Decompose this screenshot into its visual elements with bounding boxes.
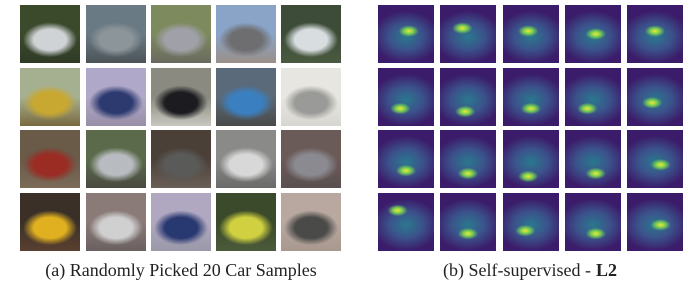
attention-map (378, 193, 434, 251)
attention-map (378, 130, 434, 188)
attention-map (440, 68, 496, 126)
panel-caption: (b) Self-supervised -L2 (378, 260, 682, 281)
car-image (86, 193, 146, 251)
caption-bold: L2 (596, 260, 617, 280)
car-image (151, 130, 211, 188)
car-image (216, 68, 276, 126)
attention-map (503, 5, 559, 63)
attention-map (503, 130, 559, 188)
attention-map (627, 193, 683, 251)
car-image (20, 130, 80, 188)
car-image (86, 130, 146, 188)
car-image (86, 5, 146, 63)
attention-map (565, 130, 621, 188)
attention-map (627, 68, 683, 126)
attention-map (378, 68, 434, 126)
car-image (151, 68, 211, 126)
attention-map (565, 193, 621, 251)
car-image (281, 130, 341, 188)
attention-map (627, 130, 683, 188)
car-image (216, 130, 276, 188)
car-image (151, 5, 211, 63)
car-image (20, 193, 80, 251)
car-image (281, 5, 341, 63)
attention-map (565, 68, 621, 126)
attention-map (627, 5, 683, 63)
car-image (20, 68, 80, 126)
attention-map (440, 5, 496, 63)
attention-map (565, 5, 621, 63)
caption-text: (b) Self-supervised - (443, 260, 591, 280)
car-image (281, 68, 341, 126)
car-image (20, 5, 80, 63)
car-image (216, 5, 276, 63)
panel-caption: (a) Randomly Picked 20 Car Samples (0, 260, 362, 281)
attention-map (440, 193, 496, 251)
attention-map (503, 193, 559, 251)
car-image (216, 193, 276, 251)
attention-map (503, 68, 559, 126)
attention-map (440, 130, 496, 188)
figure: (a) Randomly Picked 20 Car Samples (b) S… (0, 0, 689, 288)
car-image (151, 193, 211, 251)
attention-map (378, 5, 434, 63)
car-image (281, 193, 341, 251)
car-image (86, 68, 146, 126)
